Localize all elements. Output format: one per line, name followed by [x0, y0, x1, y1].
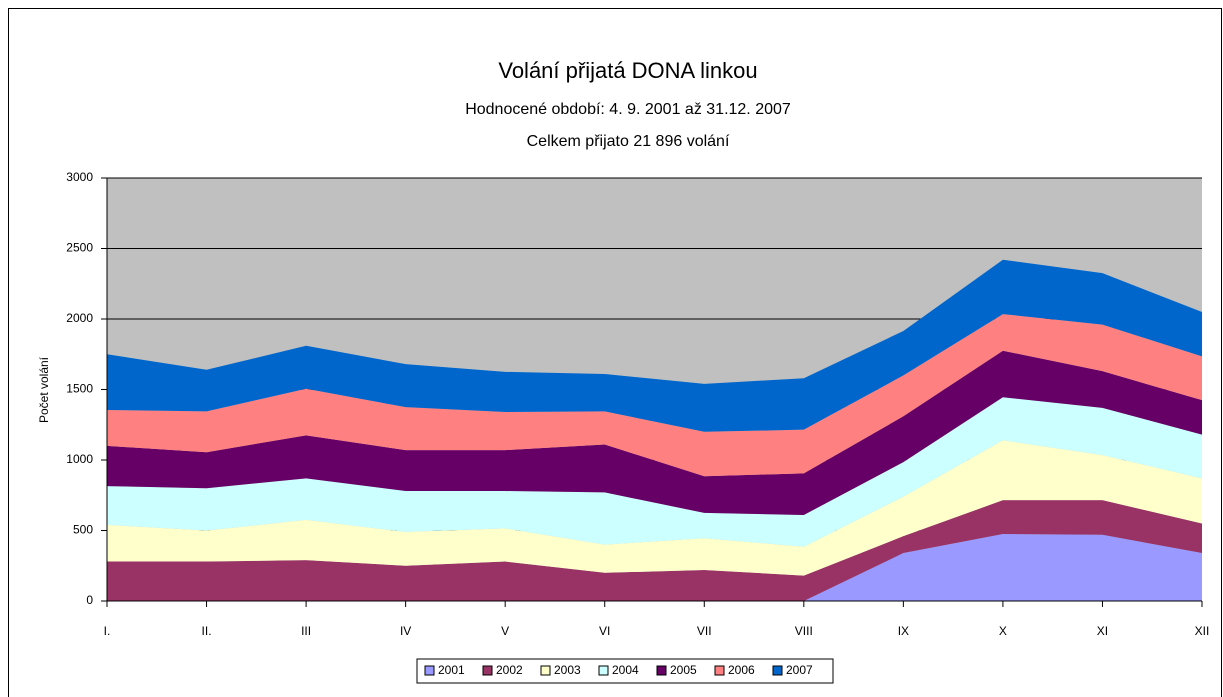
area: [107, 397, 1202, 547]
legend-label: 2001: [438, 663, 465, 677]
chart-title: Volání přijatá DONA linkou: [498, 58, 757, 83]
legend-label: 2006: [728, 663, 755, 677]
chart-subtitle: Hodnocené období: 4. 9. 2001 až 31.12. 2…: [465, 101, 791, 118]
legend-label: 2005: [670, 663, 697, 677]
legend: [416, 658, 834, 684]
y-tick-label: 1500: [66, 382, 93, 396]
area: [107, 534, 1202, 601]
y-tick-label: 3000: [66, 170, 93, 184]
legend-swatch: [656, 665, 667, 676]
legend-swatch: [598, 665, 609, 676]
legend-label: 2002: [496, 663, 523, 677]
x-tick-label: X: [999, 624, 1007, 638]
area: [107, 350, 1202, 515]
x-tick-label: I.: [104, 624, 111, 638]
x-tick-label: XII: [1195, 624, 1210, 638]
y-tick-label: 2500: [66, 241, 93, 255]
area: [107, 500, 1202, 601]
frame: [8, 8, 1222, 697]
x-tick-label: IX: [898, 624, 909, 638]
x-tick-label: XI: [1097, 624, 1108, 638]
x-tick-label: VI: [599, 624, 610, 638]
x-tick-label: V: [501, 624, 509, 638]
y-tick-label: 2000: [66, 311, 93, 325]
legend-swatch: [540, 665, 551, 676]
area: [107, 259, 1202, 432]
area: [107, 440, 1202, 576]
legend-swatch: [714, 665, 725, 676]
legend-label: 2003: [554, 663, 581, 677]
x-tick-label: III: [301, 624, 311, 638]
legend-swatch: [424, 665, 435, 676]
y-axis-label: Počet volání: [37, 356, 51, 423]
x-tick-label: VII: [697, 624, 712, 638]
area: [107, 314, 1202, 477]
y-tick-label: 500: [73, 523, 93, 537]
y-tick-label: 0: [86, 593, 93, 607]
chart-subtitle: Celkem přijato 21 896 volání: [527, 133, 730, 150]
y-tick-label: 1000: [66, 452, 93, 466]
legend-label: 2007: [786, 663, 813, 677]
legend-swatch: [482, 665, 493, 676]
x-tick-label: IV: [400, 624, 411, 638]
legend-swatch: [772, 665, 783, 676]
x-tick-label: VIII: [795, 624, 813, 638]
x-tick-label: II.: [202, 624, 212, 638]
legend-label: 2004: [612, 663, 639, 677]
